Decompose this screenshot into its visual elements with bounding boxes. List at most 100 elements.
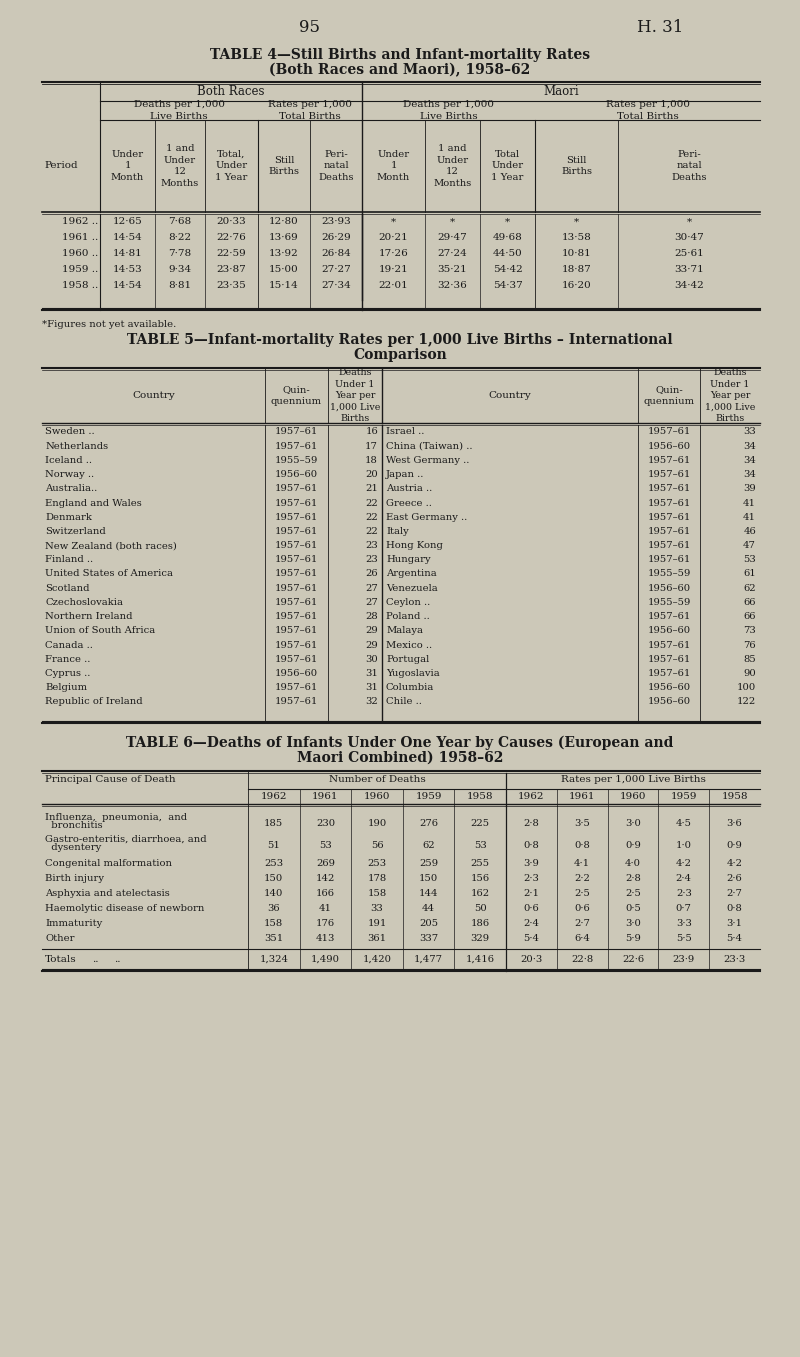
Text: 150: 150 — [264, 874, 283, 883]
Text: Argentina: Argentina — [386, 570, 437, 578]
Text: 19·21: 19·21 — [378, 266, 408, 274]
Text: 1959: 1959 — [415, 792, 442, 801]
Text: Congenital malformation: Congenital malformation — [45, 859, 172, 868]
Text: 29: 29 — [366, 627, 378, 635]
Text: Chile ..: Chile .. — [386, 697, 422, 706]
Text: 1957–61: 1957–61 — [275, 513, 318, 521]
Text: Czechoslovakia: Czechoslovakia — [45, 598, 123, 607]
Text: 1957–61: 1957–61 — [647, 641, 690, 650]
Text: 1956–60: 1956–60 — [275, 470, 318, 479]
Text: 1,324: 1,324 — [259, 954, 288, 963]
Text: 361: 361 — [367, 934, 386, 943]
Text: 0·8: 0·8 — [574, 840, 590, 849]
Text: 1957–61: 1957–61 — [647, 669, 690, 678]
Text: Rates per 1,000
Total Births: Rates per 1,000 Total Births — [268, 100, 352, 121]
Text: 13·69: 13·69 — [269, 233, 299, 243]
Text: Sweden ..: Sweden .. — [45, 427, 94, 437]
Text: Total,
Under
1 Year: Total, Under 1 Year — [215, 151, 248, 182]
Text: 255: 255 — [470, 859, 490, 868]
Text: 1957–61: 1957–61 — [275, 484, 318, 494]
Text: Columbia: Columbia — [386, 683, 434, 692]
Text: 22: 22 — [366, 527, 378, 536]
Text: New Zealand (both races): New Zealand (both races) — [45, 541, 177, 550]
Text: 7·68: 7·68 — [169, 217, 191, 227]
Text: 15·00: 15·00 — [269, 266, 299, 274]
Text: 61: 61 — [743, 570, 756, 578]
Text: 1957–61: 1957–61 — [275, 570, 318, 578]
Text: 1955–59: 1955–59 — [647, 570, 690, 578]
Text: 5·9: 5·9 — [625, 934, 641, 943]
Text: 66: 66 — [743, 612, 756, 622]
Text: *: * — [505, 217, 510, 227]
Text: Both Races: Both Races — [198, 85, 265, 98]
Text: 276: 276 — [419, 818, 438, 828]
Text: 140: 140 — [264, 889, 283, 898]
Text: 31: 31 — [365, 669, 378, 678]
Text: Yugoslavia: Yugoslavia — [386, 669, 440, 678]
Text: 54·37: 54·37 — [493, 281, 522, 290]
Text: 90: 90 — [743, 669, 756, 678]
Text: East Germany ..: East Germany .. — [386, 513, 467, 521]
Text: 1957–61: 1957–61 — [647, 498, 690, 508]
Text: Asphyxia and atelectasis: Asphyxia and atelectasis — [45, 889, 170, 898]
Text: Greece ..: Greece .. — [386, 498, 432, 508]
Text: 4·1: 4·1 — [574, 859, 590, 868]
Text: *: * — [391, 217, 396, 227]
Text: 39: 39 — [743, 484, 756, 494]
Text: 13·92: 13·92 — [269, 250, 299, 258]
Text: 32: 32 — [366, 697, 378, 706]
Text: 1957–61: 1957–61 — [647, 513, 690, 521]
Text: 10·81: 10·81 — [562, 250, 591, 258]
Text: Austria ..: Austria .. — [386, 484, 432, 494]
Text: 30·47: 30·47 — [674, 233, 704, 243]
Text: Quin-
quennium: Quin- quennium — [643, 385, 694, 406]
Text: 1957–61: 1957–61 — [275, 584, 318, 593]
Text: 41: 41 — [743, 513, 756, 521]
Text: 1957–61: 1957–61 — [275, 498, 318, 508]
Text: 205: 205 — [419, 919, 438, 928]
Text: 1,420: 1,420 — [362, 954, 391, 963]
Text: Australia..: Australia.. — [45, 484, 98, 494]
Text: 66: 66 — [743, 598, 756, 607]
Text: 2·8: 2·8 — [523, 818, 539, 828]
Text: 23·87: 23·87 — [217, 266, 246, 274]
Text: 3·6: 3·6 — [726, 818, 742, 828]
Text: 2·5: 2·5 — [574, 889, 590, 898]
Text: 2·1: 2·1 — [523, 889, 539, 898]
Text: Period: Period — [44, 161, 78, 171]
Text: 1961: 1961 — [312, 792, 338, 801]
Text: *: * — [574, 217, 579, 227]
Text: 1,477: 1,477 — [414, 954, 443, 963]
Text: 1962: 1962 — [261, 792, 287, 801]
Text: ..: .. — [114, 954, 121, 963]
Text: 413: 413 — [316, 934, 335, 943]
Text: 7·78: 7·78 — [169, 250, 191, 258]
Text: Still
Births: Still Births — [561, 156, 592, 176]
Text: *: * — [450, 217, 455, 227]
Text: 2·8: 2·8 — [625, 874, 641, 883]
Text: 49·68: 49·68 — [493, 233, 522, 243]
Text: 47: 47 — [743, 541, 756, 550]
Text: Maori: Maori — [543, 85, 579, 98]
Text: 3·9: 3·9 — [523, 859, 539, 868]
Text: 20·21: 20·21 — [378, 233, 408, 243]
Text: 1957–61: 1957–61 — [275, 641, 318, 650]
Text: 1959: 1959 — [670, 792, 697, 801]
Text: Poland ..: Poland .. — [386, 612, 430, 622]
Text: Other: Other — [45, 934, 74, 943]
Text: 0·9: 0·9 — [726, 840, 742, 849]
Text: Malaya: Malaya — [386, 627, 423, 635]
Text: 8·81: 8·81 — [169, 281, 191, 290]
Text: Under
1
Month: Under 1 Month — [377, 151, 410, 182]
Text: 12·80: 12·80 — [269, 217, 299, 227]
Text: 1957–61: 1957–61 — [647, 541, 690, 550]
Text: 1959 ..: 1959 .. — [62, 266, 98, 274]
Text: 22·6: 22·6 — [622, 954, 644, 963]
Text: 18·87: 18·87 — [562, 266, 591, 274]
Text: 73: 73 — [743, 627, 756, 635]
Text: Rates per 1,000 Live Births: Rates per 1,000 Live Births — [561, 775, 706, 784]
Text: 4·5: 4·5 — [676, 818, 692, 828]
Text: 62: 62 — [743, 584, 756, 593]
Text: (Both Races and Maori), 1958–62: (Both Races and Maori), 1958–62 — [270, 62, 530, 77]
Text: 0·5: 0·5 — [625, 904, 641, 913]
